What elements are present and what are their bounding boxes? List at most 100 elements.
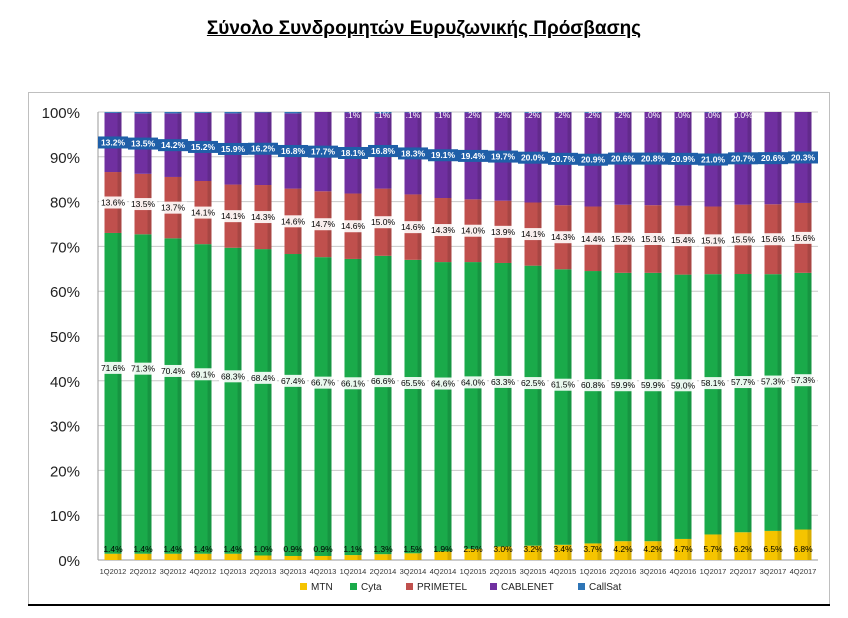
bar-shade [147,234,152,554]
data-label-box [759,375,787,388]
data-label-mtn: 0.9% [313,544,333,554]
data-label-cablenet: 20.7% [551,154,576,164]
data-label-primetel: 14.3% [431,225,456,235]
data-label-box [129,198,157,211]
data-label-box [728,152,758,165]
data-label-box [459,224,487,237]
bar-shade [417,553,422,560]
bar-shade [207,244,212,554]
x-tick-label: 1Q2015 [460,567,487,576]
bar-shade [387,112,392,114]
bar-shade [747,274,752,533]
data-label-cyta: 67.4% [281,376,306,386]
bar-shade [147,112,152,114]
data-label-callsat: .0% [706,110,721,120]
bar-callsat-2Q2014 [374,112,392,114]
data-label-box [788,151,818,164]
data-label-mtn: 6.2% [733,544,753,554]
legend-swatch-primetel [406,583,413,590]
data-label-box [729,376,757,389]
data-label-cablenet: 15.2% [191,142,216,152]
bar-shade [357,555,362,560]
data-label-cablenet: 15.9% [221,144,246,154]
data-label-box [279,215,307,228]
bar-mtn-2Q2013 [254,555,272,560]
x-tick-label: 2Q2013 [250,567,277,576]
data-label-cablenet: 20.9% [581,155,606,165]
bottom-rule [28,604,830,606]
bar-mtn-3Q2014 [404,553,422,560]
y-tick-label: 0% [58,553,80,570]
data-label-box [549,378,577,391]
bar-shade [267,555,272,560]
bar-cyta-4Q2017 [794,272,812,530]
x-axis: 1Q2012 2Q2012 3Q2012 4Q2012 1Q2013 2Q2013 3Q20… [100,567,817,576]
data-label-cyta: 59.9% [641,380,666,390]
data-label-box [489,375,517,388]
legend-swatch-cablenet [490,583,497,590]
data-label-mtn: 4.2% [643,544,663,554]
bar-shade [687,274,692,539]
data-label-callsat: .0% [676,110,691,120]
x-tick-label: 4Q2014 [430,567,457,576]
data-label-cyta: 71.3% [131,364,156,374]
bar-shade [297,112,302,114]
bar-shade [267,249,272,556]
bar-cyta-1Q2014 [344,258,362,556]
bar-mtn-1Q2016 [584,543,602,560]
bar-mtn-2Q2016 [614,541,632,560]
data-label-primetel: 14.7% [311,219,336,229]
data-label-box [789,374,817,387]
bar-shade [357,258,362,556]
x-tick-label: 3Q2016 [640,567,667,576]
data-label-cablenet: 16.8% [371,146,396,156]
x-tick-label: 2Q2012 [130,567,157,576]
data-label-cablenet: 20.9% [671,154,696,164]
data-label-cablenet: 20.6% [761,153,786,163]
bar-cyta-2Q2017 [734,274,752,533]
data-label-primetel: 14.3% [551,232,576,242]
bar-mtn-2Q2012 [134,553,152,560]
data-label-mtn: 1.4% [103,544,123,554]
data-label-box [729,233,757,246]
bar-mtn-2Q2014 [374,554,392,560]
y-tick-label: 60% [50,284,80,301]
data-label-mtn: 5.7% [703,544,723,554]
data-label-box [249,371,277,384]
data-label-mtn: 2.5% [463,544,483,554]
bar-callsat-1Q2016 [584,112,602,113]
data-label-primetel: 15.6% [761,234,786,244]
data-label-cyta: 58.1% [701,378,726,388]
bar-shade [507,262,512,547]
data-label-box [128,137,158,150]
data-label-cyta: 59.9% [611,380,636,390]
bar-shade [207,553,212,560]
bar-shade [537,265,542,546]
data-label-callsat: 0.0% [733,110,753,120]
data-label-box [578,153,608,166]
data-label-cyta: 62.5% [521,378,546,388]
x-tick-label: 3Q2012 [160,567,187,576]
x-tick-label: 1Q2016 [580,567,607,576]
data-label-box [608,152,638,165]
data-label-cablenet: 13.2% [101,137,126,147]
bar-shade [447,262,452,552]
x-tick-label: 3Q2015 [520,567,547,576]
bar-cyta-2Q2015 [494,262,512,547]
bar-cyta-2Q2013 [254,249,272,556]
legend-label-cyta: Cyta [361,582,382,593]
data-label-box [369,216,397,229]
bar-mtn-2Q2015 [494,546,512,560]
y-tick-label: 40% [50,374,80,391]
bar-shade [567,269,572,545]
data-label-box [639,233,667,246]
data-label-box [339,220,367,233]
legend-swatch-cyta [350,583,357,590]
bar-shade [297,555,302,560]
data-label-cablenet: 19.7% [491,152,516,162]
data-label-box [188,140,218,153]
bar-callsat-4Q2012 [194,112,212,113]
bar-mtn-2Q2017 [734,532,752,560]
data-label-cyta: 63.3% [491,377,516,387]
data-label-primetel: 15.1% [701,235,726,245]
